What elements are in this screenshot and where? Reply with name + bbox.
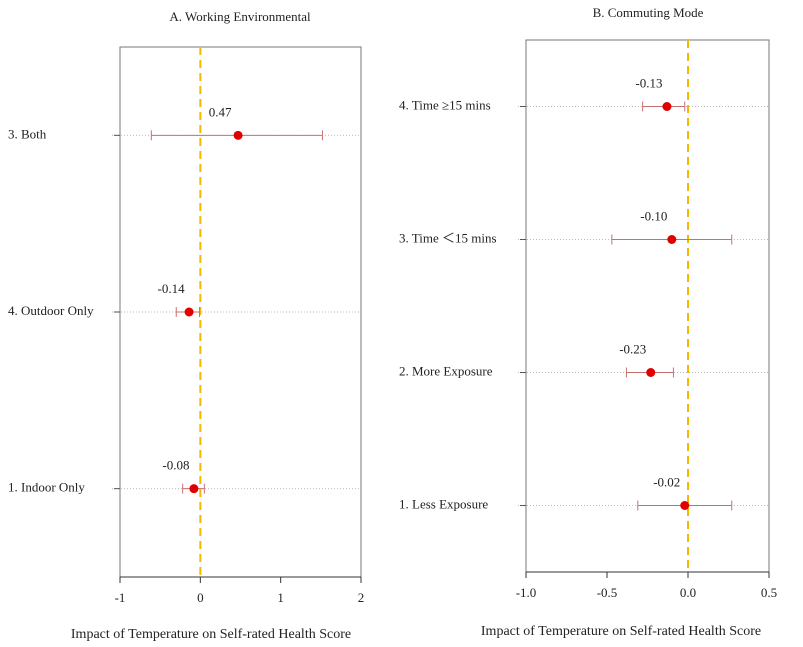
category-label: 4. Time ≥15 mins [399, 97, 491, 112]
point [667, 235, 677, 244]
chart-title: A. Working Environmental [169, 9, 311, 24]
x-tick-label: 2 [358, 590, 365, 605]
value-label: -0.10 [640, 208, 667, 223]
category-label: 1. Less Exposure [399, 496, 488, 511]
category-label: 2. More Exposure [399, 363, 493, 378]
point [184, 307, 194, 317]
value-label: -0.08 [162, 458, 189, 473]
value-label: -0.23 [619, 341, 646, 356]
category-label: 4. Outdoor Only [8, 303, 94, 318]
point [646, 368, 656, 377]
x-tick-label: -0.5 [597, 585, 618, 600]
chart-title: B. Commuting Mode [593, 5, 704, 20]
x-tick-label: 0 [197, 590, 204, 605]
plot-frame [525, 39, 770, 572]
point [680, 501, 690, 510]
x-tick-label: 1 [277, 590, 284, 605]
x-axis-label: Impact of Temperature on Self-rated Heal… [481, 624, 761, 639]
value-label: -0.13 [635, 75, 662, 90]
value-label: -0.14 [158, 281, 186, 296]
category-label: 1. Indoor Only [8, 480, 85, 495]
category-label: 3. Time ＜15 mins [399, 230, 497, 245]
point [662, 102, 672, 111]
x-tick-label: -1 [115, 590, 126, 605]
plot-frame [119, 46, 362, 577]
value-label: 0.47 [209, 104, 232, 119]
category-label: 3. Both [8, 126, 47, 141]
x-tick-label: -1.0 [516, 585, 537, 600]
x-tick-label: 0.0 [680, 585, 696, 600]
point [189, 484, 199, 494]
point [233, 130, 243, 140]
x-axis-label: Impact of Temperature on Self-rated Heal… [71, 627, 351, 642]
x-tick-label: 0.5 [761, 585, 777, 600]
value-label: -0.02 [653, 474, 680, 489]
